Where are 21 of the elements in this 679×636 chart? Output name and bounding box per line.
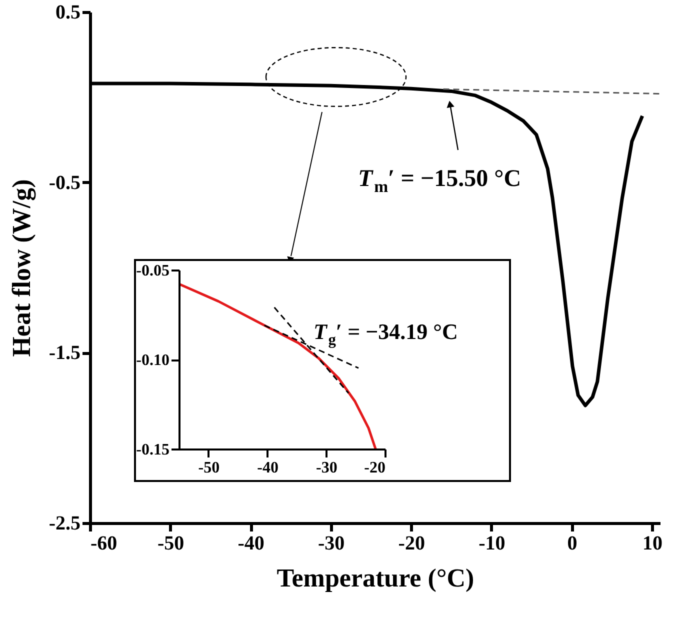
x-tick-label: -50 [198, 460, 220, 476]
x-axis-title: Temperature (°C) [276, 564, 474, 592]
y-tick-label: 0.5 [56, 2, 80, 24]
x-tick-label: -40 [257, 460, 278, 476]
x-tick-label: -50 [157, 532, 184, 554]
x-tick-label: 10 [642, 532, 662, 554]
x-tick-label: -10 [478, 532, 506, 554]
x-tick-label: 0 [567, 532, 578, 554]
x-tick-label: -40 [238, 532, 264, 554]
y-tick-label: -1.5 [48, 342, 80, 364]
y-tick-label: -0.05 [136, 262, 170, 280]
y-tick-label: -0.10 [136, 352, 170, 369]
x-tick-label: -20 [398, 532, 425, 554]
y-tick-label: -2.5 [48, 512, 80, 534]
y-tick-label: -0.15 [136, 442, 170, 458]
y-tick-label: -0.5 [48, 172, 80, 194]
x-tick-label: -30 [318, 532, 345, 554]
x-tick-label: -20 [364, 460, 386, 476]
x-tick-label: -30 [316, 460, 338, 476]
y-axis-title: Heat flow (W/g) [6, 179, 36, 357]
x-tick-label: -60 [90, 532, 118, 554]
